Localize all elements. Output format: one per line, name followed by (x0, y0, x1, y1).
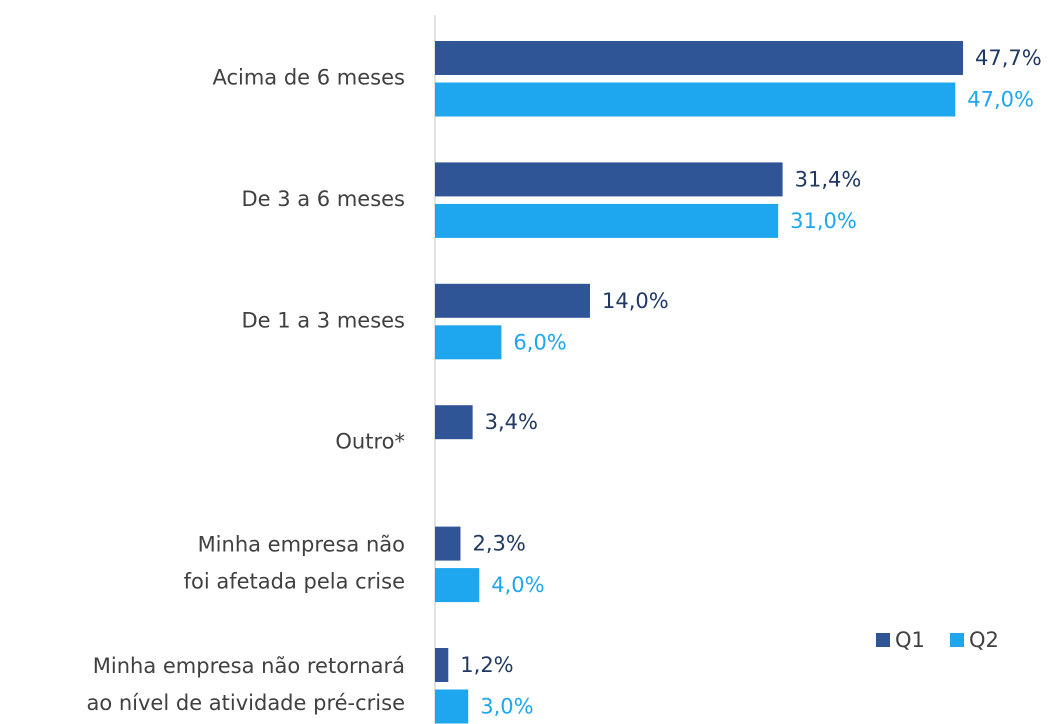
value-label: 2,3% (472, 532, 525, 556)
value-label: 1,2% (460, 653, 513, 677)
bar (435, 283, 590, 318)
bar (435, 689, 469, 724)
category-label: Minha empresa não (198, 533, 405, 557)
value-label: 31,4% (795, 167, 862, 191)
value-label: 47,0% (967, 88, 1034, 112)
category-label: foi afetada pela crise (184, 570, 405, 594)
bar (435, 162, 783, 197)
bar (435, 568, 480, 603)
category-label: De 1 a 3 meses (241, 308, 405, 332)
value-label: 47,7% (975, 46, 1042, 70)
bar (435, 325, 502, 360)
bar (435, 203, 779, 238)
category-label: Minha empresa não retornará (93, 654, 405, 678)
value-label: 14,0% (602, 289, 669, 313)
category-label: De 3 a 6 meses (241, 187, 405, 211)
value-label: 3,4% (485, 410, 538, 434)
value-label: 4,0% (491, 573, 544, 597)
value-label: 31,0% (790, 209, 857, 233)
value-label: 3,0% (480, 695, 533, 719)
bar (435, 648, 449, 682)
bar (435, 41, 964, 75)
category-label: Outro* (335, 430, 405, 454)
legend-swatch (950, 633, 964, 647)
category-label: ao nível de atividade pré-crise (86, 691, 405, 715)
bar (435, 405, 473, 440)
bar (435, 526, 461, 561)
legend-swatch (876, 633, 890, 647)
legend-label: Q1 (895, 628, 925, 652)
bar (435, 82, 956, 117)
value-label: 6,0% (513, 330, 566, 354)
legend-label: Q2 (969, 628, 999, 652)
category-label: Acima de 6 meses (212, 66, 405, 90)
